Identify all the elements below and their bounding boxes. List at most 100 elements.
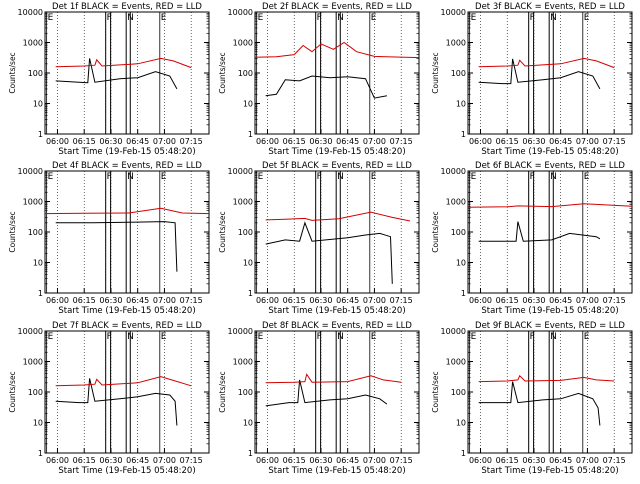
series-lld-line [265, 211, 411, 222]
x-tick-label: 06:00 [46, 137, 69, 146]
plot-frame [254, 330, 420, 454]
plot-title: Det 1f BLACK = Events, RED = LLD [52, 2, 202, 12]
plot-frame [467, 170, 633, 294]
x-tick-label: 06:00 [469, 456, 492, 465]
plot-frame [254, 11, 420, 135]
plot-title: Det 3f BLACK = Events, RED = LLD [475, 2, 625, 12]
x-tick-label: 07:00 [363, 137, 386, 146]
y-tick-label: 10000 [18, 167, 43, 176]
y-tick-label: 1000 [446, 39, 466, 48]
event-band [315, 170, 322, 294]
event-marker-label: E [471, 332, 477, 342]
x-tick-label: 07:00 [153, 137, 176, 146]
x-tick-label: 06:00 [46, 296, 69, 305]
event-marker-label: E [48, 172, 54, 182]
y-axis-label: Counts/sec [218, 211, 227, 252]
x-tick-label: 07:00 [363, 456, 386, 465]
event-marker-label: E [471, 172, 477, 182]
event-band [125, 170, 131, 294]
event-marker-label: N [337, 332, 344, 342]
series-events-line [478, 221, 601, 242]
x-axis-label: Start Time (19-Feb-15 05:48:20) [58, 147, 195, 157]
y-tick-label: 1 [38, 449, 43, 458]
event-marker-label: F [107, 172, 112, 182]
x-tick-label: 06:00 [46, 456, 69, 465]
y-tick-label: 100 [451, 228, 466, 237]
event-marker-label: F [317, 332, 322, 342]
y-tick-label: 1 [461, 449, 466, 458]
x-axis-label: Start Time (19-Feb-15 05:48:20) [268, 306, 405, 316]
event-marker-label: F [317, 13, 322, 23]
y-tick-label: 10000 [228, 167, 253, 176]
x-tick-label: 07:00 [363, 296, 386, 305]
event-band [335, 11, 341, 135]
x-tick-label: 06:15 [73, 137, 96, 146]
series-lld-line [467, 203, 633, 208]
x-tick-label: 07:15 [180, 137, 203, 146]
event-marker-label: F [107, 13, 112, 23]
event-band [548, 170, 554, 294]
y-tick-label: 10 [456, 419, 466, 428]
y-tick-label: 100 [451, 388, 466, 397]
y-axis-label: Counts/sec [8, 52, 17, 93]
x-tick-label: 06:30 [309, 296, 332, 305]
y-tick-label: 1000 [446, 198, 466, 207]
y-tick-label: 100 [238, 228, 253, 237]
y-tick-label: 100 [28, 228, 43, 237]
plot-title: Det 9f BLACK = Events, RED = LLD [475, 321, 625, 331]
y-tick-label: 1000 [233, 198, 253, 207]
x-tick-label: 07:15 [180, 296, 203, 305]
event-band [335, 170, 341, 294]
event-band [528, 330, 535, 454]
event-marker-label: N [550, 332, 557, 342]
x-tick-label: 07:15 [390, 137, 413, 146]
x-axis-label: Start Time (19-Feb-15 05:48:20) [58, 466, 195, 476]
plot-title: Det 2f BLACK = Events, RED = LLD [262, 2, 412, 12]
x-tick-label: 07:15 [390, 296, 413, 305]
event-marker-label: N [337, 13, 344, 23]
x-tick-label: 06:15 [496, 456, 519, 465]
x-tick-label: 07:00 [153, 456, 176, 465]
y-tick-label: 10 [33, 100, 43, 109]
event-band [548, 330, 554, 454]
x-axis-label: Start Time (19-Feb-15 05:48:20) [268, 466, 405, 476]
x-tick-label: 07:00 [576, 296, 599, 305]
x-tick-label: 06:30 [99, 456, 122, 465]
plot-frame [44, 11, 210, 135]
x-tick-label: 06:30 [99, 137, 122, 146]
y-axis-label: Counts/sec [8, 211, 17, 252]
x-axis-label: Start Time (19-Feb-15 05:48:20) [481, 147, 618, 157]
x-tick-label: 06:15 [73, 296, 96, 305]
event-marker-label: N [550, 172, 557, 182]
event-band [528, 170, 535, 294]
event-band [548, 11, 554, 135]
x-tick-label: 06:30 [522, 296, 545, 305]
y-tick-label: 100 [28, 388, 43, 397]
plot-title: Det 6f BLACK = Events, RED = LLD [475, 161, 625, 171]
event-band [105, 170, 112, 294]
x-tick-label: 06:30 [309, 456, 332, 465]
x-tick-label: 06:30 [99, 296, 122, 305]
y-tick-label: 1000 [446, 358, 466, 367]
y-tick-label: 100 [28, 69, 43, 78]
y-tick-label: 1000 [233, 358, 253, 367]
y-tick-label: 10000 [441, 327, 466, 336]
x-tick-label: 07:15 [180, 456, 203, 465]
x-tick-label: 07:15 [603, 456, 626, 465]
x-tick-label: 06:15 [73, 456, 96, 465]
series-events-line [265, 379, 388, 407]
event-marker-label: E [258, 332, 264, 342]
y-tick-label: 1 [38, 130, 43, 139]
plot-title: Det 4f BLACK = Events, RED = LLD [52, 161, 202, 171]
plot-frame [254, 170, 420, 294]
y-tick-label: 10000 [18, 8, 43, 17]
y-tick-label: 1000 [23, 39, 43, 48]
event-marker-label: E [584, 172, 590, 182]
x-tick-label: 06:30 [309, 137, 332, 146]
x-tick-label: 06:30 [522, 456, 545, 465]
